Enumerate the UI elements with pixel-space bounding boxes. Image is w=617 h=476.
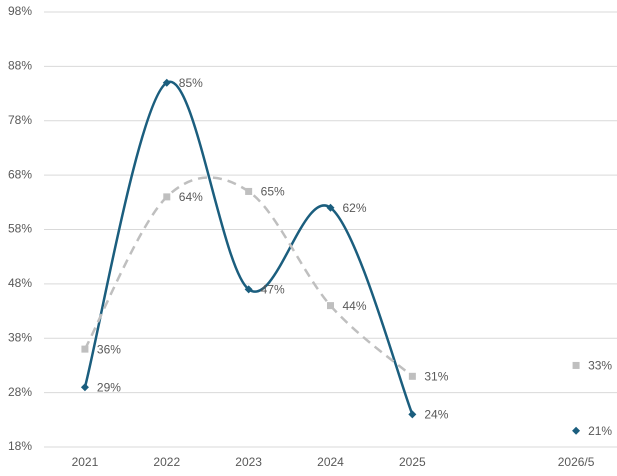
y-tick-label: 88% <box>8 59 32 73</box>
x-tick-label: 2026/5 <box>558 455 595 469</box>
x-tick-label: 2022 <box>153 455 180 469</box>
data-label: 31% <box>424 369 448 383</box>
data-label: 29% <box>97 380 121 394</box>
data-label: 85% <box>179 76 203 90</box>
marker <box>162 78 171 87</box>
y-tick-label: 58% <box>8 222 32 236</box>
x-tick-label: 2023 <box>235 455 262 469</box>
x-tick-label: 2024 <box>317 455 344 469</box>
data-label: 62% <box>343 201 367 215</box>
marker <box>572 361 580 369</box>
marker <box>408 372 416 380</box>
marker <box>572 426 581 435</box>
data-label: 44% <box>343 299 367 313</box>
marker <box>326 203 335 212</box>
y-tick-label: 68% <box>8 167 32 181</box>
marker <box>327 302 334 310</box>
y-tick-label: 28% <box>8 385 32 399</box>
y-tick-label: 38% <box>8 330 32 344</box>
data-label: 65% <box>261 185 285 199</box>
y-tick-label: 48% <box>8 276 32 290</box>
y-tick-label: 98% <box>8 4 32 18</box>
x-tick-label: 2021 <box>72 455 99 469</box>
marker <box>163 193 171 201</box>
x-tick-label: 2025 <box>399 455 426 469</box>
series-line <box>83 80 414 415</box>
y-tick-label: 18% <box>8 439 32 453</box>
data-label: 24% <box>424 408 448 422</box>
data-label: 47% <box>261 282 285 296</box>
marker <box>81 345 89 353</box>
y-tick-label: 78% <box>8 113 32 127</box>
data-label: 21% <box>588 424 612 438</box>
marker <box>80 383 89 392</box>
data-label: 36% <box>97 342 121 356</box>
marker <box>408 410 417 419</box>
data-label: 33% <box>588 359 612 373</box>
data-label: 64% <box>179 190 203 204</box>
marker <box>245 187 253 195</box>
marker <box>244 285 253 294</box>
